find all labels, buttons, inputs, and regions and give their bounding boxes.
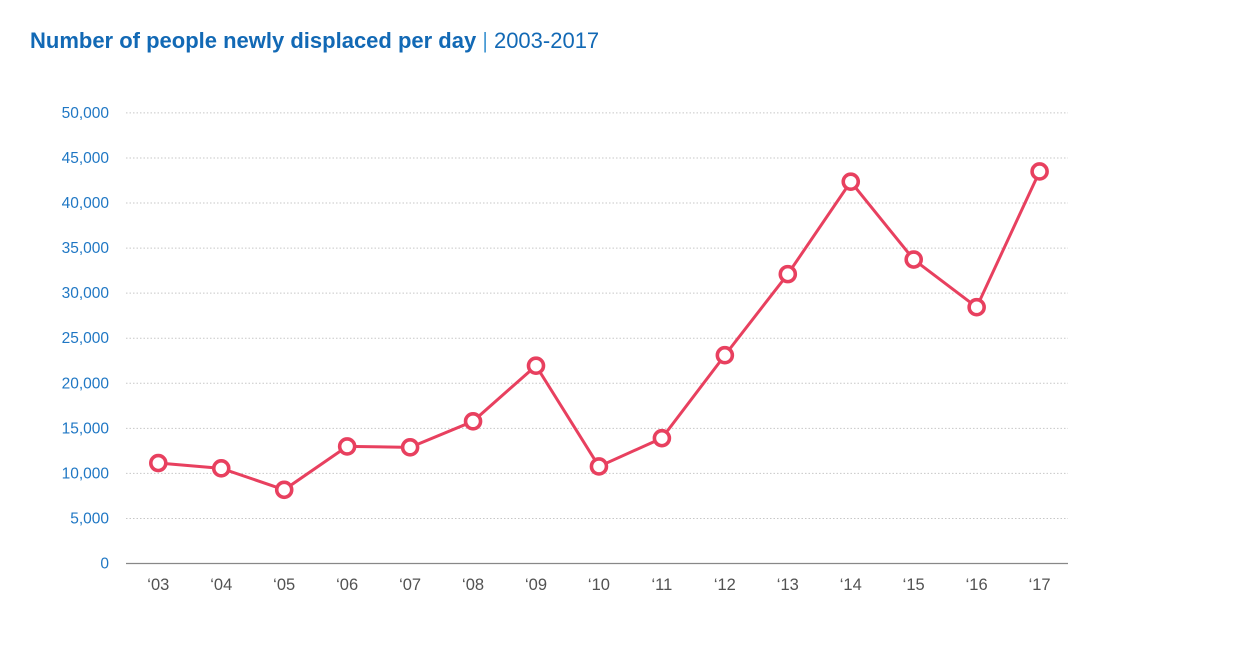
svg-text:45,000: 45,000: [62, 150, 110, 167]
svg-text:‘03: ‘03: [147, 576, 169, 594]
svg-text:‘11: ‘11: [652, 576, 673, 594]
svg-text:‘14: ‘14: [840, 576, 862, 594]
svg-text:‘06: ‘06: [336, 576, 358, 594]
svg-text:30,000: 30,000: [62, 285, 110, 302]
svg-text:‘15: ‘15: [903, 576, 925, 594]
svg-text:40,000: 40,000: [62, 195, 110, 212]
svg-text:‘16: ‘16: [966, 576, 988, 594]
svg-text:35,000: 35,000: [62, 240, 110, 257]
svg-text:‘13: ‘13: [777, 576, 799, 594]
svg-text:‘04: ‘04: [210, 576, 232, 594]
svg-text:‘05: ‘05: [273, 576, 295, 594]
svg-text:‘17: ‘17: [1029, 576, 1051, 594]
svg-text:‘10: ‘10: [588, 576, 610, 594]
svg-text:15,000: 15,000: [62, 420, 110, 437]
svg-text:0: 0: [100, 556, 109, 573]
svg-text:25,000: 25,000: [62, 330, 110, 347]
svg-text:20,000: 20,000: [62, 375, 110, 392]
svg-text:5,000: 5,000: [70, 510, 109, 527]
svg-text:50,000: 50,000: [62, 105, 110, 122]
svg-text:10,000: 10,000: [62, 465, 110, 482]
svg-text:‘07: ‘07: [399, 576, 421, 594]
svg-text:‘09: ‘09: [525, 576, 547, 594]
svg-text:‘08: ‘08: [462, 576, 484, 594]
svg-text:‘12: ‘12: [714, 576, 736, 594]
